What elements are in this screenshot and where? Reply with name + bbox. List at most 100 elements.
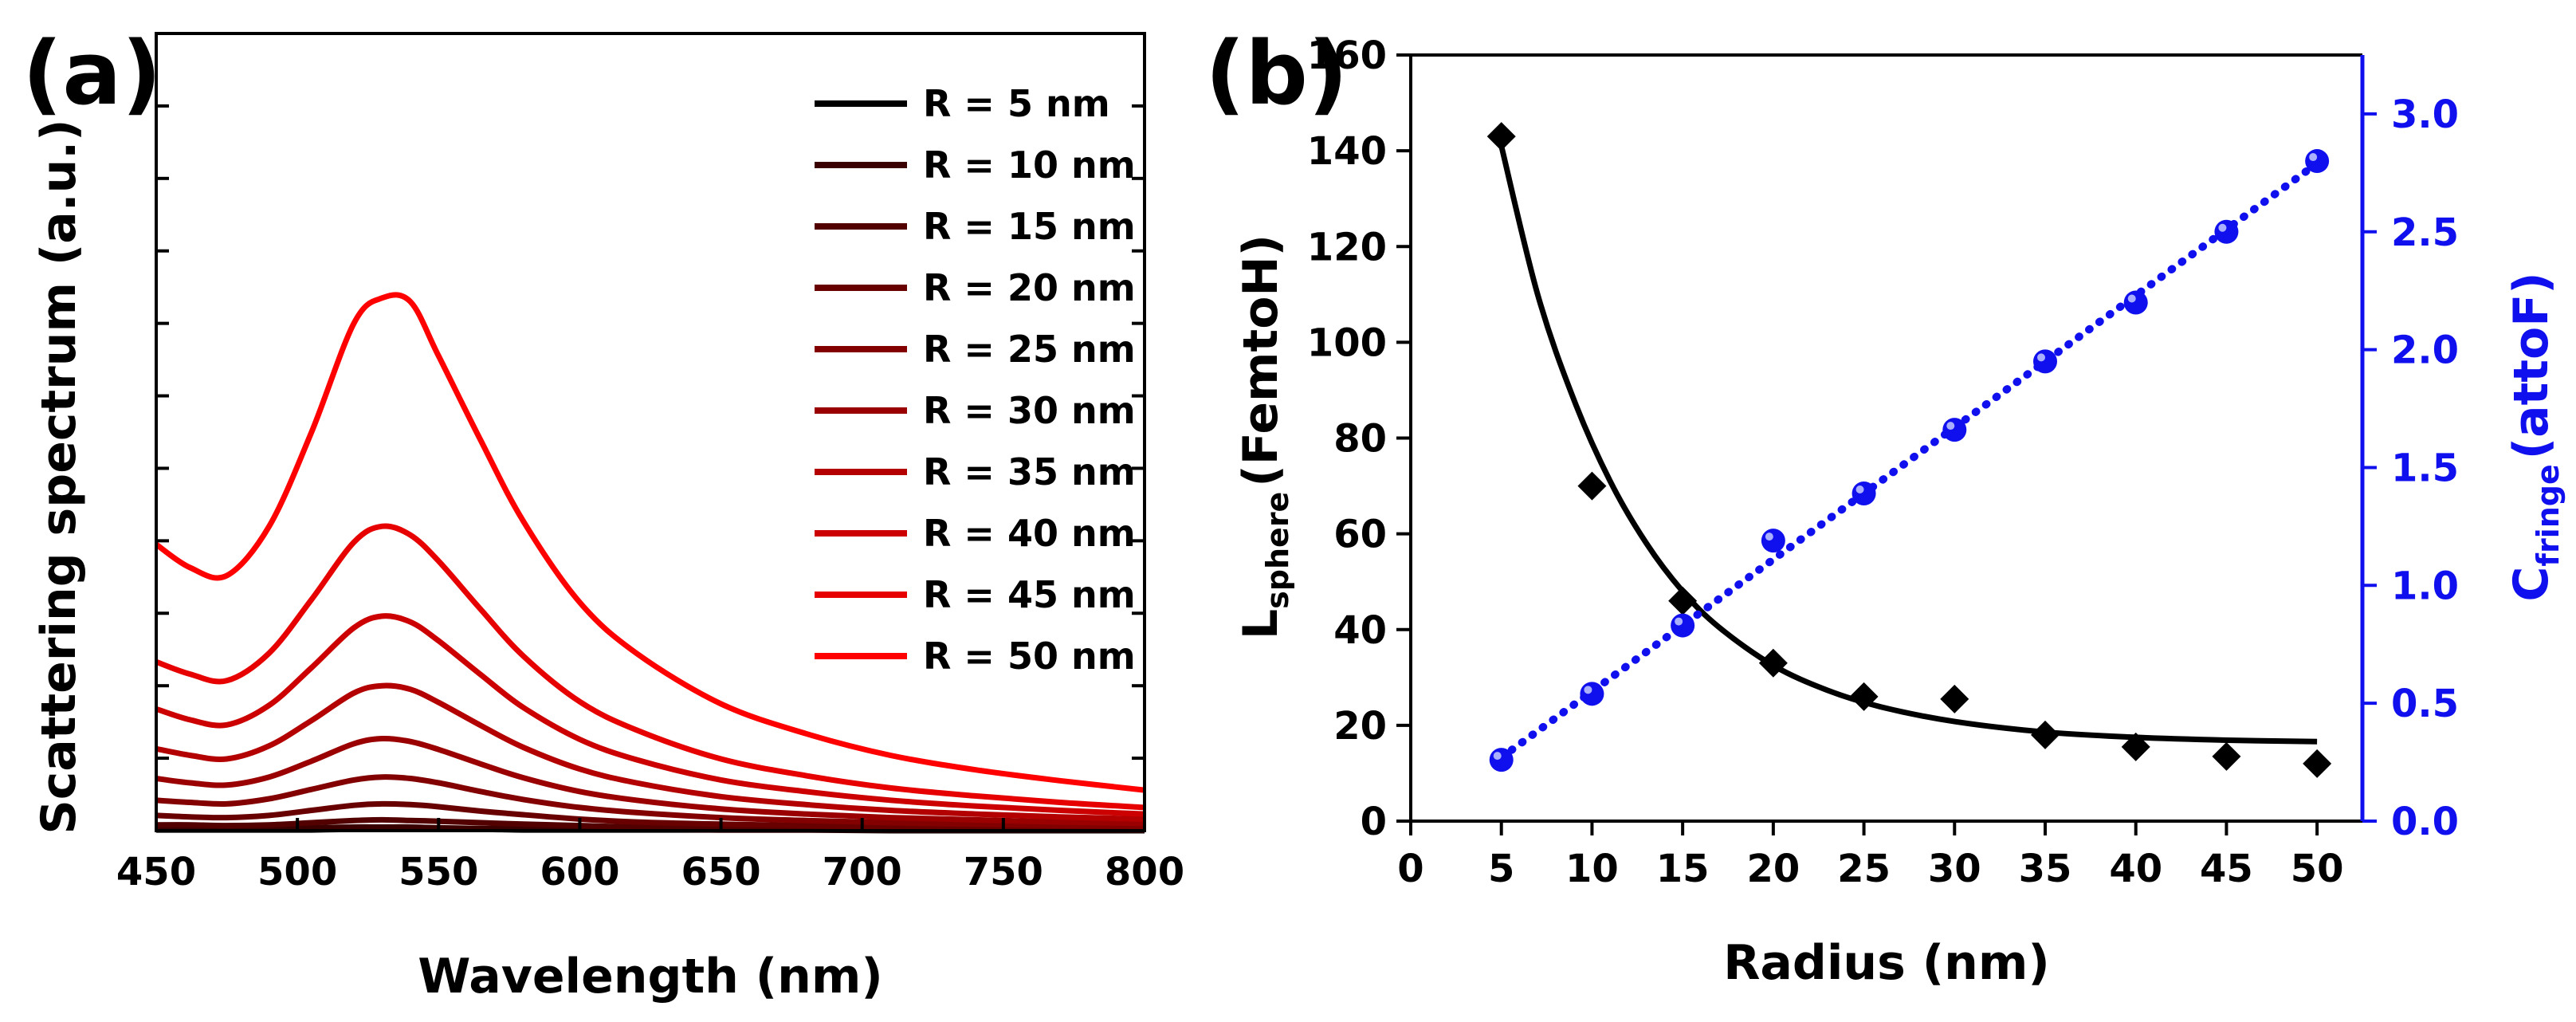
series-line-8 xyxy=(155,613,1145,817)
left-y-tick-label: 60 xyxy=(1333,513,1387,557)
right-y-tick-label: 1.5 xyxy=(2391,446,2459,490)
x-tick-label: 15 xyxy=(1656,847,1710,891)
right-y-tick-label: 0.5 xyxy=(2391,682,2459,726)
x-tick-label: 5 xyxy=(1488,847,1514,891)
panel-b-fit-lines xyxy=(1497,145,2322,762)
x-tick-label: 20 xyxy=(1746,847,1800,891)
panel-b-left-y-axis-title: Lsphere (FemtoH) xyxy=(1233,234,1295,639)
panel-b-right-y-ticks: 0.0 0.5 1.0 1.5 2.0 2.5 3.0 xyxy=(2362,92,2459,844)
series-line-6 xyxy=(155,735,1145,827)
C_fringe-point xyxy=(1489,748,1514,772)
x-tick-label: 550 xyxy=(399,850,478,894)
C_fringe-point xyxy=(1671,613,1695,638)
x-tick-label: 650 xyxy=(681,850,760,894)
L_sphere-point xyxy=(1668,586,1698,615)
L_sphere-point xyxy=(2212,741,2241,771)
panel-b-left-y-ticks: 0 20 40 60 80 100 120 140 160 xyxy=(1307,33,1411,844)
left-y-tick-label: 100 xyxy=(1307,320,1387,365)
left-y-tick-label: 140 xyxy=(1307,129,1387,174)
left-axis-label-main: L xyxy=(1233,609,1289,639)
panel-a: (a) 450 500 550 600 650 700 750 800 Wavelength … xyxy=(22,22,1184,1004)
right-axis-label-sub: fringe xyxy=(2531,464,2566,566)
legend-label: R = 15 nm xyxy=(923,205,1136,248)
x-tick-label: 45 xyxy=(2200,847,2253,891)
panel-a-series-lines xyxy=(154,292,1145,834)
C_fringe-point xyxy=(1761,529,1785,553)
x-tick-label: 35 xyxy=(2019,847,2072,891)
C_fringe-point-highlight xyxy=(2309,153,2318,162)
panel-b-x-axis-title: Radius (nm) xyxy=(1723,935,2050,991)
panel-a-x-ticks: 450 500 550 600 650 700 750 800 xyxy=(116,818,1184,894)
legend-label: R = 45 nm xyxy=(923,573,1136,616)
series-line-9 xyxy=(155,523,1145,811)
L_sphere-fit-line xyxy=(1498,145,2318,745)
legend-label: R = 30 nm xyxy=(923,389,1136,432)
panel-b-label: (b) xyxy=(1205,22,1348,124)
right-axis-label-main: C xyxy=(2503,567,2559,602)
x-tick-label: 40 xyxy=(2109,847,2162,891)
left-y-tick-label: 80 xyxy=(1333,417,1387,462)
series-line-4 xyxy=(155,800,1145,831)
panel-a-plot-frame xyxy=(155,32,1146,832)
panel-a-y-ticks xyxy=(156,32,1145,761)
panel-a-y-axis-title: Scattering spectrum (a.u.) xyxy=(31,120,87,835)
C_fringe-point xyxy=(2123,290,2148,315)
C_fringe-point xyxy=(2033,349,2057,374)
C_fringe-point-highlight xyxy=(1493,752,1502,761)
L_sphere-point xyxy=(1577,471,1607,501)
x-tick-label: 0 xyxy=(1397,847,1423,891)
legend-label: R = 5 nm xyxy=(923,82,1110,125)
L_sphere-point xyxy=(2121,732,2150,761)
C_fringe-point-highlight xyxy=(2218,223,2227,232)
legend-label: R = 10 nm xyxy=(923,143,1136,187)
left-y-tick-label: 40 xyxy=(1333,608,1387,653)
x-tick-label: 500 xyxy=(257,850,337,894)
C_fringe-point-highlight xyxy=(1584,686,1592,694)
panel-b: (b) 0 5 10 15 20 25 30 35 40 45 50 0 20 40 60 80 100 120… xyxy=(1205,22,2566,991)
left-axis-label-unit: (FemtoH) xyxy=(1233,234,1289,487)
panel-b-data-points xyxy=(1486,122,2332,778)
L_sphere-point xyxy=(2031,720,2060,749)
C_fringe-point-highlight xyxy=(1855,485,1864,493)
series-line-7 xyxy=(155,682,1145,822)
right-y-tick-label: 2.5 xyxy=(2391,210,2459,255)
legend-label: R = 50 nm xyxy=(923,635,1136,678)
left-y-tick-label: 20 xyxy=(1333,704,1387,749)
x-tick-label: 50 xyxy=(2291,847,2344,891)
left-y-tick-label: 160 xyxy=(1307,33,1387,78)
legend-label: R = 25 nm xyxy=(923,328,1136,371)
legend-label: R = 35 nm xyxy=(923,450,1136,493)
C_fringe-point xyxy=(1580,682,1604,706)
left-axis-label-sub: sphere xyxy=(1260,492,1295,609)
L_sphere-point xyxy=(1758,648,1788,678)
C_fringe-fit-line xyxy=(1497,159,2322,762)
legend-label: R = 40 nm xyxy=(923,512,1136,555)
L_sphere-point xyxy=(2303,749,2332,778)
C_fringe-point-highlight xyxy=(1765,533,1773,541)
C_fringe-point xyxy=(1942,418,1967,442)
C_fringe-point-highlight xyxy=(2127,294,2136,303)
right-axis-label-unit: (attoF) xyxy=(2503,272,2559,459)
panel-b-right-y-axis-title: Cfringe (attoF) xyxy=(2503,272,2566,601)
C_fringe-point-highlight xyxy=(1675,617,1683,626)
panel-b-x-ticks: 0 5 10 15 20 25 30 35 40 45 50 xyxy=(1397,821,2344,891)
left-y-tick-label: 120 xyxy=(1307,225,1387,269)
legend-label: R = 20 nm xyxy=(923,266,1136,309)
L_sphere-point xyxy=(1849,682,1879,711)
series-line-5 xyxy=(155,774,1145,829)
L_sphere-point xyxy=(1940,684,1969,713)
C_fringe-point-highlight xyxy=(1946,422,1955,430)
right-y-tick-label: 0.0 xyxy=(2391,800,2459,844)
C_fringe-point xyxy=(2214,219,2239,244)
x-tick-label: 600 xyxy=(540,850,619,894)
panel-a-label: (a) xyxy=(22,22,162,124)
x-tick-label: 30 xyxy=(1928,847,1981,891)
C_fringe-point xyxy=(1852,481,1876,505)
x-tick-label: 800 xyxy=(1105,850,1184,894)
x-tick-label: 10 xyxy=(1565,847,1619,891)
L_sphere-point xyxy=(1486,122,1516,151)
panel-a-legend: R = 5 nm R = 10 nm R = 15 nm R = 20 nm R = 2… xyxy=(815,82,1136,678)
x-tick-label: 750 xyxy=(964,850,1043,894)
series-line-10 xyxy=(154,292,1145,793)
panel-a-x-axis-title: Wavelength (nm) xyxy=(418,949,883,1004)
